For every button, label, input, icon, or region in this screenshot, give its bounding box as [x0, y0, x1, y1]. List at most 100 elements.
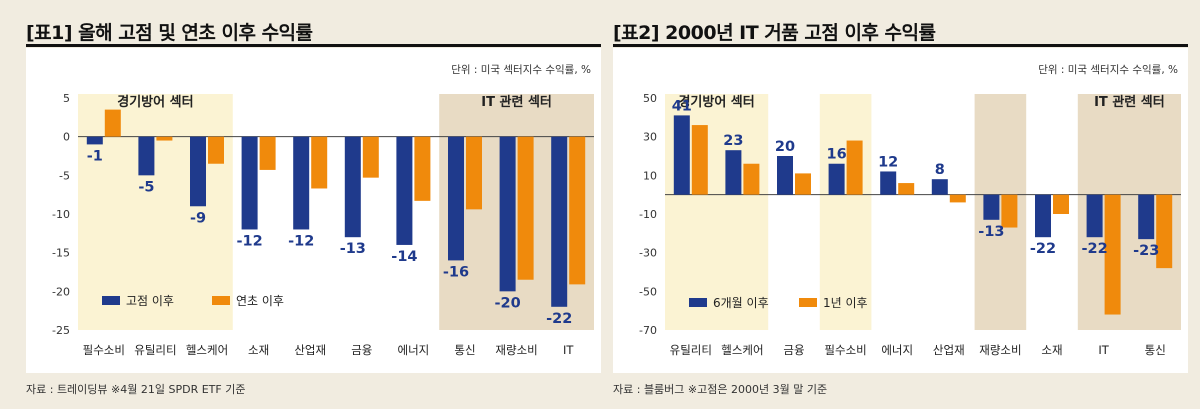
- data-label: -22: [1081, 241, 1107, 257]
- bar-series-1: [551, 136, 568, 307]
- bar-series-2: [517, 136, 534, 280]
- bar-series-2: [156, 136, 173, 141]
- chart-title: [표2] 2000년 IT 거품 고점 이후 수익률: [613, 22, 936, 44]
- data-label: 20: [775, 139, 795, 155]
- legend-label: 6개월 이후: [713, 296, 769, 310]
- bar-series-2: [846, 140, 863, 195]
- bar-series-1: [777, 156, 793, 195]
- data-label: -1: [87, 148, 103, 164]
- x-tick-label: 금융: [783, 343, 804, 357]
- data-label: -5: [138, 179, 154, 195]
- data-label: -9: [190, 210, 206, 226]
- source-note: 자료 : 블룸버그 ※고점은 2000년 3월 말 기준: [613, 383, 828, 396]
- y-tick-label: -25: [52, 324, 70, 337]
- region-band: [78, 94, 233, 330]
- region-band: [439, 94, 594, 330]
- unit-label: 단위 : 미국 섹터지수 수익률, %: [1038, 64, 1178, 76]
- data-label: -23: [1133, 243, 1159, 259]
- source-note: 자료 : 트레이딩뷰 ※4월 21일 SPDR ETF 기준: [26, 383, 246, 396]
- bar-series-2: [208, 136, 224, 164]
- bar-series-2: [795, 173, 811, 195]
- region-band: [974, 94, 1027, 330]
- x-tick-label: 필수소비: [83, 343, 125, 357]
- legend-label: 고점 이후: [126, 294, 174, 308]
- bar-series-1: [293, 136, 310, 230]
- bar-series-1: [138, 136, 155, 176]
- x-tick-label: 통신: [454, 343, 475, 357]
- x-tick-label: 헬스케어: [186, 343, 228, 357]
- bar-series-1: [983, 194, 1000, 220]
- legend-label: 연초 이후: [236, 294, 284, 308]
- data-label: 16: [827, 147, 847, 163]
- bar-series-2: [466, 136, 482, 210]
- x-tick-label: 재량소비: [979, 343, 1021, 357]
- y-tick-label: 50: [643, 92, 657, 105]
- region-label: 경기방어 섹터: [678, 94, 754, 110]
- bar-series-1: [241, 136, 258, 230]
- bar-series-2: [311, 136, 328, 189]
- bar-chart-2: 경기방어 섹터 IT 관련 섹터 50 30 10 -10 -30 -50 -70 41 유틸리티 2…: [639, 92, 1181, 357]
- bar-series-2: [569, 136, 586, 285]
- legend-swatch-series-1: [102, 296, 120, 305]
- bar-series-2: [743, 163, 760, 195]
- data-label: -22: [546, 311, 572, 327]
- bar-series-2: [362, 136, 379, 178]
- bar-series-1: [673, 115, 690, 195]
- x-tick-label: IT: [563, 343, 574, 357]
- x-tick-label: 에너지: [881, 343, 913, 357]
- bar-series-1: [725, 150, 742, 195]
- x-tick-label: 소재: [1041, 343, 1062, 357]
- y-tick-label: -10: [52, 208, 70, 221]
- x-tick-label: 산업재: [933, 343, 965, 357]
- data-label: -20: [494, 295, 520, 311]
- x-tick-label: 소재: [248, 343, 269, 357]
- y-tick-label: -70: [639, 324, 657, 337]
- bar-series-2: [259, 136, 276, 170]
- legend-swatch-series-1: [689, 298, 707, 307]
- unit-label: 단위 : 미국 섹터지수 수익률, %: [451, 64, 591, 76]
- data-label: 12: [878, 154, 898, 170]
- bar-series-2: [414, 136, 431, 201]
- x-tick-label: 에너지: [398, 343, 430, 357]
- data-label: -16: [443, 264, 469, 280]
- bar-series-2: [1104, 194, 1121, 315]
- region-label: IT 관련 섹터: [1094, 94, 1165, 110]
- y-tick-label: -30: [639, 247, 657, 260]
- data-label: -14: [391, 249, 417, 265]
- region-band: [819, 94, 872, 330]
- data-label: -12: [236, 233, 262, 249]
- bar-series-2: [1053, 194, 1069, 214]
- chart-panel-1: [표1] 올해 고점 및 연초 이후 수익률 단위 : 미국 섹터지수 수익률,…: [26, 0, 601, 409]
- region-label: IT 관련 섹터: [481, 94, 552, 110]
- x-tick-label: 헬스케어: [721, 343, 763, 357]
- bar-series-1: [448, 136, 464, 261]
- y-tick-label: 10: [643, 169, 657, 182]
- y-tick-label: -20: [52, 285, 70, 298]
- bar-series-1: [828, 163, 845, 195]
- bar-series-2: [898, 183, 915, 195]
- x-tick-label: 산업재: [294, 343, 326, 357]
- bar-series-1: [1035, 194, 1051, 238]
- bar-series-2: [1156, 194, 1173, 269]
- bar-series-1: [880, 171, 897, 195]
- legend-label: 1년 이후: [823, 296, 868, 310]
- y-tick-label: 30: [643, 131, 657, 144]
- bar-series-1: [1138, 194, 1155, 240]
- bar-series-1: [396, 136, 413, 245]
- legend-swatch-series-2: [212, 296, 230, 305]
- data-label: -13: [978, 224, 1004, 240]
- y-tick-label: -50: [639, 285, 657, 298]
- y-tick-label: 0: [63, 131, 70, 144]
- title-rule: [613, 44, 1188, 47]
- bar-series-1: [86, 136, 103, 145]
- legend-swatch-series-2: [799, 298, 817, 307]
- x-tick-label: IT: [1098, 343, 1109, 357]
- chart-title: [표1] 올해 고점 및 연초 이후 수익률: [26, 22, 313, 44]
- bar-series-2: [691, 125, 708, 195]
- x-tick-label: 유틸리티: [670, 343, 712, 357]
- x-tick-label: 필수소비: [824, 343, 866, 357]
- y-tick-label: -10: [639, 208, 657, 221]
- x-tick-label: 통신: [1145, 343, 1166, 357]
- data-label: -13: [340, 241, 366, 257]
- data-label: -12: [288, 233, 314, 249]
